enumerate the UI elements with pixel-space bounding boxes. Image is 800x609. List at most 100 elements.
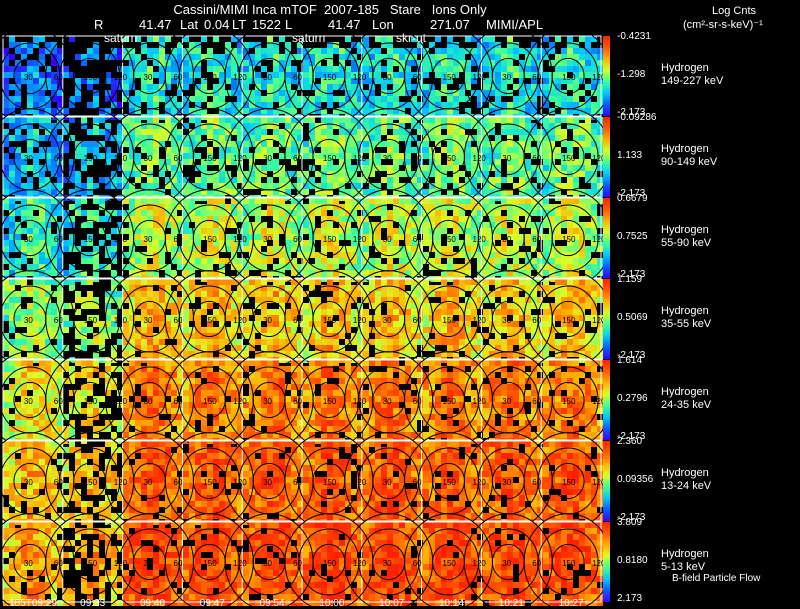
pitch-angle-contour [551,462,585,500]
pitch-angle-contour [551,138,585,176]
time-tick-label: 10:00 [319,598,345,609]
contour-label: 150 [323,154,337,163]
contour-label: 60 [54,235,63,244]
contour-label: 60 [54,154,63,163]
contour-label: 30 [263,73,272,82]
colorbar-value-mid: 0.7525 [617,231,648,242]
contour-label: 150 [443,478,457,487]
species-label: Hydrogen [661,305,709,317]
heatmap-panel-149-227-keV [3,36,603,120]
contour-label: 150 [84,478,98,487]
contour-label: 30 [24,478,33,487]
colorbar [603,441,610,521]
contour-label: 120 [592,316,606,325]
contour-label: 30 [24,154,33,163]
contour-label: 60 [54,73,63,82]
l-label: L [285,17,293,32]
contour-label: 60 [293,478,302,487]
contour-label: 120 [592,235,606,244]
contour-label: 150 [562,73,576,82]
energy-range-label: 149-227 keV [661,75,724,87]
pitch-angle-contour [523,513,613,609]
contour-label: 150 [323,316,337,325]
energy-range-label: 55-90 keV [661,237,712,249]
contour-label: 120 [473,154,487,163]
contour-label: 30 [383,559,392,568]
contour-label: 30 [24,235,33,244]
contour-label: 120 [233,235,247,244]
contour-label: 150 [84,316,98,325]
species-label: Hydrogen [661,224,709,236]
colorbar-value-max: 1.614 [617,355,643,366]
energy-range-label: 13-24 keV [661,480,712,492]
colorbar [603,117,610,197]
contour-label: 30 [24,316,33,325]
overlay-label-skr-ut: skr-ut [396,31,426,45]
contour-label: 120 [353,235,367,244]
contour-label: 120 [233,73,247,82]
contour-label: 120 [592,559,606,568]
contour-label: 30 [502,397,511,406]
species-label: Hydrogen [661,467,709,479]
contour-label: 60 [532,397,541,406]
colorbar-value-max: -0.09286 [617,112,657,123]
contour-label: 150 [84,397,98,406]
contour-label: 120 [233,559,247,568]
contour-label: 120 [592,154,606,163]
contour-label: 120 [114,154,128,163]
contour-label: 30 [502,559,511,568]
contour-label: 60 [293,316,302,325]
pitch-angle-contour [551,219,585,257]
contour-label: 120 [353,316,367,325]
contour-label: 60 [174,397,183,406]
contour-label: 120 [473,559,487,568]
contour-label: 120 [353,397,367,406]
contour-label: 60 [532,73,541,82]
colorbar-value-mid: 0.8180 [617,555,648,566]
contour-label: 120 [114,397,128,406]
contour-label: 30 [24,73,33,82]
colorbar-units-line1: Log Cnts [712,5,757,17]
contour-label: 120 [353,73,367,82]
contour-label: 60 [54,397,63,406]
contour-label: 120 [592,478,606,487]
contour-label: 120 [353,478,367,487]
contour-label: 120 [353,559,367,568]
contour-label: 150 [203,478,217,487]
pitch-angle-contour [551,300,585,338]
colorbar-value-min: -2.173 [617,188,646,199]
time-tick-label: 10:21 [498,598,524,609]
time-tick-label: 10:27 [558,598,584,609]
panel-frame [2,197,602,279]
time-tick-label: 09:54 [259,598,285,609]
contour-label: 30 [383,397,392,406]
panel-species-energy-label: Hydrogen 5-13 keV [661,548,709,574]
colorbar-value-max: -0.4231 [617,31,651,42]
contour-label: 60 [174,235,183,244]
colorbar-value-mid: 0.09356 [617,474,654,485]
heatmap-panel-90-149-keV [3,117,603,201]
contour-label: 120 [592,397,606,406]
contour-label: 30 [263,235,272,244]
colorbar-units-line2: (cm²-sr-s-keV)⁻¹ [683,19,763,31]
contour-label: 120 [233,478,247,487]
contour-label: 60 [293,235,302,244]
colorbar-value-mid: 0.5069 [617,312,648,323]
contour-label: 30 [144,73,153,82]
contour-label: 150 [562,316,576,325]
contour-label: 30 [383,73,392,82]
colorbar-value-max: 1.159 [617,274,643,285]
species-label: Hydrogen [661,386,709,398]
contour-label: 120 [592,73,606,82]
contour-label: 60 [293,559,302,568]
r-label: R [94,17,104,32]
contour-label: 60 [532,235,541,244]
contour-label: 150 [84,559,98,568]
contour-label: 30 [144,559,153,568]
contour-label: 60 [413,316,422,325]
lat-label: Lat [180,17,199,32]
time-tick-label: 185T09:29 [9,598,57,609]
contour-label: 30 [263,154,272,163]
contour-label: 60 [293,154,302,163]
